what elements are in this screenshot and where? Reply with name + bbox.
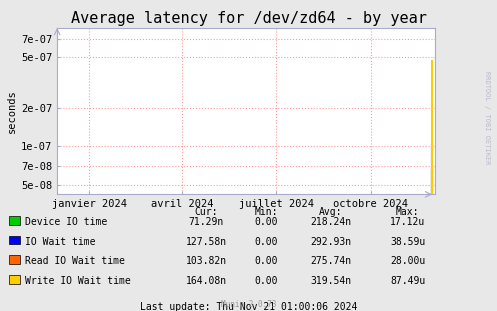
- Text: Read IO Wait time: Read IO Wait time: [25, 256, 125, 266]
- Text: Munin 2.0.73: Munin 2.0.73: [221, 300, 276, 309]
- Text: Device IO time: Device IO time: [25, 217, 107, 227]
- Y-axis label: seconds: seconds: [7, 89, 17, 133]
- Text: Average latency for /dev/zd64 - by year: Average latency for /dev/zd64 - by year: [71, 11, 426, 26]
- Text: 28.00u: 28.00u: [390, 256, 425, 266]
- Text: 0.00: 0.00: [254, 217, 278, 227]
- Text: Min:: Min:: [254, 207, 278, 217]
- Text: Cur:: Cur:: [194, 207, 218, 217]
- Text: 0.00: 0.00: [254, 276, 278, 286]
- Text: Last update: Thu Nov 21 01:00:06 2024: Last update: Thu Nov 21 01:00:06 2024: [140, 302, 357, 311]
- Text: 275.74n: 275.74n: [310, 256, 351, 266]
- Text: 38.59u: 38.59u: [390, 237, 425, 247]
- Text: 292.93n: 292.93n: [310, 237, 351, 247]
- Text: 319.54n: 319.54n: [310, 276, 351, 286]
- Text: 71.29n: 71.29n: [189, 217, 224, 227]
- Text: 0.00: 0.00: [254, 237, 278, 247]
- Text: 103.82n: 103.82n: [186, 256, 227, 266]
- Text: Avg:: Avg:: [319, 207, 342, 217]
- Text: 87.49u: 87.49u: [390, 276, 425, 286]
- Text: IO Wait time: IO Wait time: [25, 237, 95, 247]
- Text: 218.24n: 218.24n: [310, 217, 351, 227]
- Text: Write IO Wait time: Write IO Wait time: [25, 276, 131, 286]
- Text: RRDTOOL / TOBI OETIKER: RRDTOOL / TOBI OETIKER: [484, 72, 490, 165]
- Text: 164.08n: 164.08n: [186, 276, 227, 286]
- Text: Max:: Max:: [396, 207, 419, 217]
- Text: 17.12u: 17.12u: [390, 217, 425, 227]
- Text: 0.00: 0.00: [254, 256, 278, 266]
- Text: 127.58n: 127.58n: [186, 237, 227, 247]
